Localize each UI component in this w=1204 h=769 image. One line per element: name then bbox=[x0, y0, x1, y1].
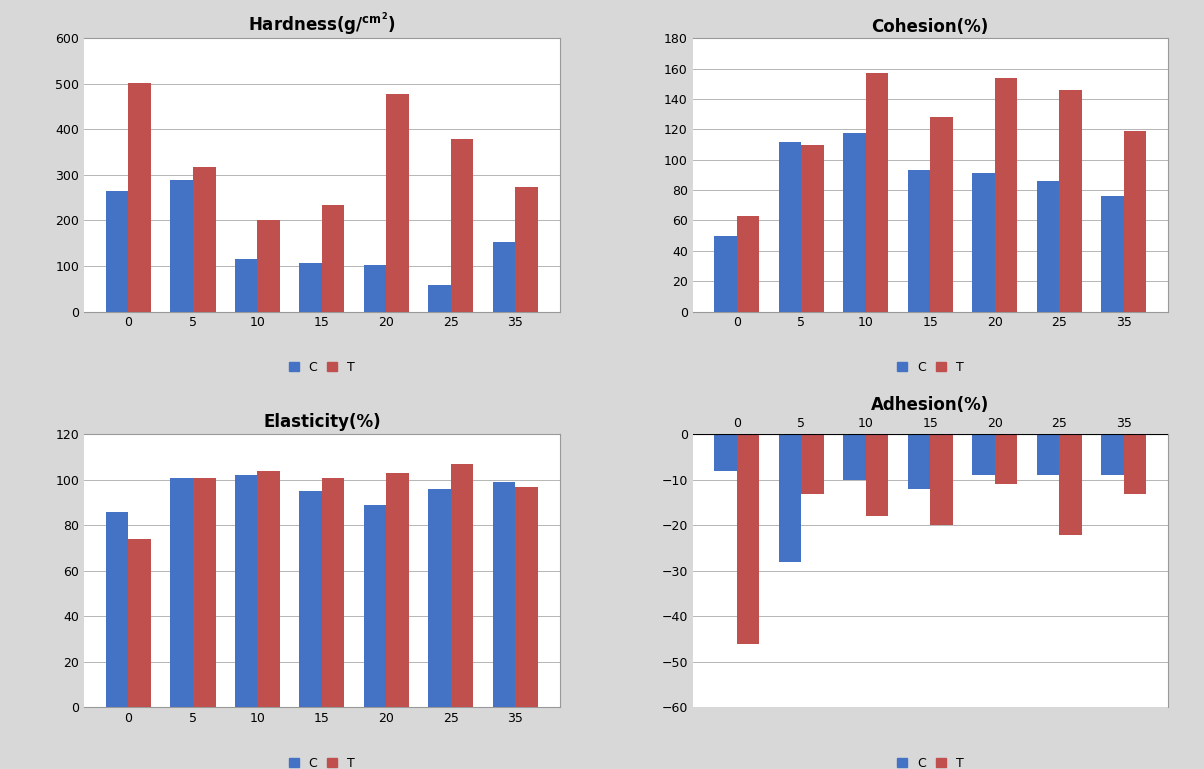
Bar bbox=[300, 491, 321, 707]
Bar bbox=[1123, 131, 1146, 311]
Bar bbox=[1037, 181, 1060, 311]
Bar bbox=[106, 512, 129, 707]
Bar bbox=[429, 489, 450, 707]
Bar bbox=[995, 78, 1017, 311]
Bar bbox=[931, 118, 952, 311]
Bar bbox=[235, 475, 258, 707]
Bar bbox=[492, 482, 515, 707]
Bar bbox=[1037, 434, 1060, 475]
Bar bbox=[866, 434, 889, 516]
Bar bbox=[129, 83, 150, 311]
Bar bbox=[129, 539, 150, 707]
Bar bbox=[450, 464, 473, 707]
Bar bbox=[737, 216, 760, 311]
Bar bbox=[802, 145, 824, 311]
Bar bbox=[931, 434, 952, 525]
Bar bbox=[492, 242, 515, 311]
Bar bbox=[364, 505, 386, 707]
Bar bbox=[106, 191, 129, 311]
Bar bbox=[843, 132, 866, 311]
Bar bbox=[258, 220, 281, 311]
Bar bbox=[386, 473, 409, 707]
Bar bbox=[515, 188, 538, 311]
Bar bbox=[1123, 434, 1146, 494]
Bar bbox=[429, 285, 450, 311]
Bar bbox=[450, 139, 473, 311]
Title: Adhesion(%): Adhesion(%) bbox=[872, 395, 990, 414]
Bar bbox=[235, 259, 258, 311]
Bar bbox=[364, 265, 386, 311]
Bar bbox=[171, 478, 193, 707]
Title: Elasticity(%): Elasticity(%) bbox=[264, 414, 380, 431]
Bar bbox=[908, 171, 931, 311]
Bar bbox=[972, 174, 995, 311]
Legend: C, T: C, T bbox=[892, 752, 968, 769]
Bar bbox=[779, 141, 802, 311]
Bar bbox=[1102, 196, 1123, 311]
Bar bbox=[866, 73, 889, 311]
Bar bbox=[714, 235, 737, 311]
Bar bbox=[321, 205, 344, 311]
Bar bbox=[802, 434, 824, 494]
Title: Hardness(g/$\mathregular{^{cm^2}}$): Hardness(g/$\mathregular{^{cm^2}}$) bbox=[248, 11, 396, 38]
Bar bbox=[321, 478, 344, 707]
Bar bbox=[1060, 434, 1081, 534]
Bar bbox=[972, 434, 995, 475]
Bar bbox=[995, 434, 1017, 484]
Bar bbox=[737, 434, 760, 644]
Bar bbox=[779, 434, 802, 562]
Legend: C, T: C, T bbox=[284, 356, 360, 379]
Bar bbox=[300, 263, 321, 311]
Bar bbox=[1060, 90, 1081, 311]
Bar bbox=[258, 471, 281, 707]
Bar bbox=[908, 434, 931, 489]
Legend: C, T: C, T bbox=[892, 356, 968, 379]
Bar bbox=[386, 95, 409, 311]
Bar bbox=[515, 487, 538, 707]
Bar bbox=[171, 179, 193, 311]
Bar bbox=[843, 434, 866, 480]
Bar bbox=[714, 434, 737, 471]
Bar bbox=[193, 478, 216, 707]
Legend: C, T: C, T bbox=[284, 752, 360, 769]
Title: Cohesion(%): Cohesion(%) bbox=[872, 18, 988, 35]
Bar bbox=[1102, 434, 1123, 475]
Bar bbox=[193, 167, 216, 311]
